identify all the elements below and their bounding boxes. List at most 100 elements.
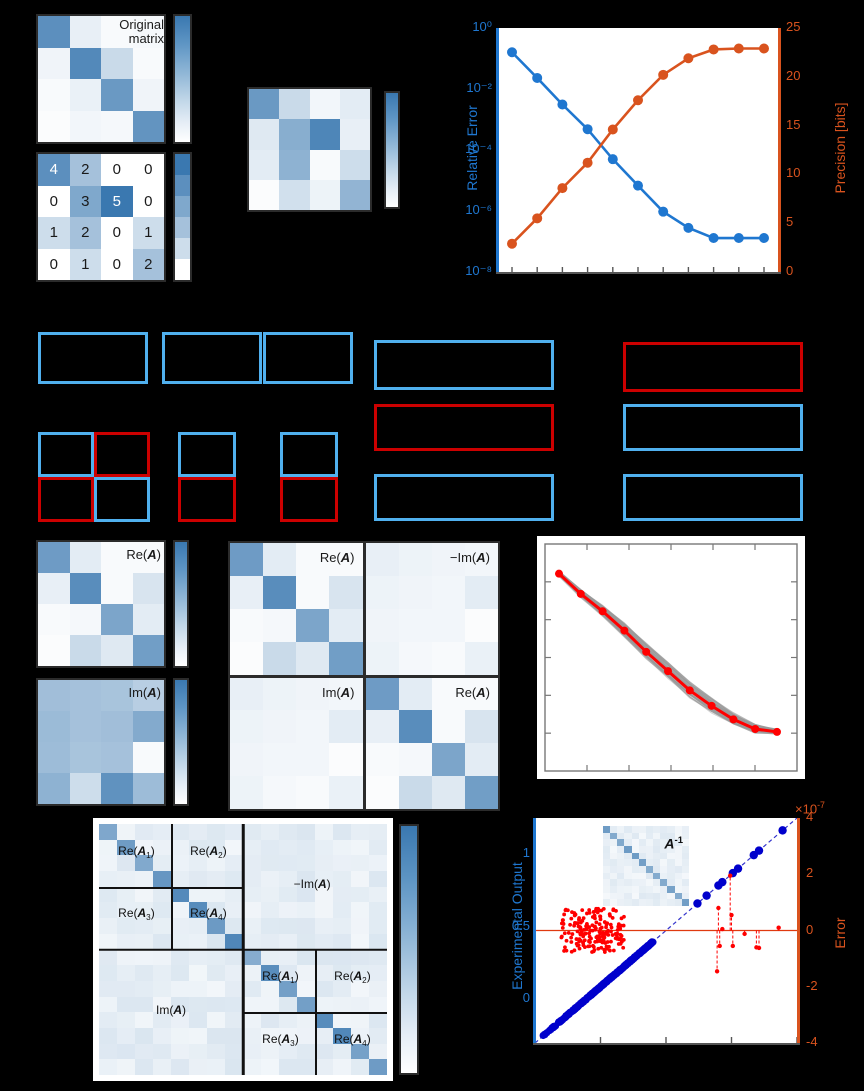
- ainv-cell: [610, 852, 618, 860]
- ainv-cell: [653, 892, 661, 900]
- heatmap-cell: [261, 1012, 279, 1028]
- heatmap-cell: [263, 641, 297, 675]
- ainv-cell: [667, 899, 675, 906]
- heatmap-cell: [99, 1027, 117, 1044]
- heatmap-cell: [230, 641, 264, 675]
- heatmap-cell: [296, 543, 330, 576]
- heatmap-cell: [369, 965, 387, 981]
- heatmap-cell: [333, 1027, 351, 1044]
- heatmap-cell: [261, 902, 279, 919]
- ainv-cell: [610, 826, 618, 833]
- block-4x4-colorbar: [399, 824, 419, 1075]
- label-suffix: ): [150, 843, 155, 858]
- label-sub: 2: [218, 850, 223, 860]
- ainv-cell: [638, 845, 646, 853]
- heatmap-cell: [333, 902, 351, 919]
- label-suffix: ): [222, 843, 227, 858]
- heatmap-cell: [263, 608, 297, 642]
- heatmap-cell: [225, 980, 243, 997]
- label-suffix: ): [150, 906, 155, 921]
- heatmap-cell: [333, 1012, 351, 1028]
- label-prefix: Im(: [156, 1002, 174, 1017]
- ainv-heatmap: [603, 826, 689, 906]
- heatmap-cell: [117, 918, 135, 934]
- label-suffix: ): [294, 1031, 299, 1046]
- heatmap-cell: [99, 933, 117, 950]
- im-a-label: Im(A): [156, 1003, 186, 1017]
- ainv-cell: [653, 879, 661, 886]
- heatmap-cell: [329, 641, 363, 675]
- heatmap-cell: [101, 542, 133, 573]
- heatmap-cell: [369, 1059, 387, 1075]
- heatmap-cell: [464, 641, 498, 675]
- ainv-cell: [603, 845, 611, 853]
- ainv-cell: [624, 839, 632, 846]
- ainv-cell: [638, 865, 646, 873]
- ainv-cell: [681, 845, 689, 853]
- heatmap-cell: [351, 996, 369, 1013]
- heatmap-cell: [69, 542, 101, 573]
- label-var: A: [340, 550, 351, 565]
- heatmap-cell: [351, 980, 369, 997]
- ainv-cell: [645, 885, 654, 893]
- ainv-cell: [631, 832, 639, 840]
- ainv-cell: [631, 872, 639, 880]
- label-prefix: Re(: [262, 1031, 282, 1046]
- colorbar-step: [175, 175, 190, 196]
- ainv-cell: [631, 852, 639, 860]
- heatmap-cell: 1: [132, 217, 164, 249]
- heatmap-cell: [135, 871, 153, 887]
- heatmap-cell: [369, 996, 387, 1013]
- im-label-suffix: ): [156, 685, 161, 700]
- heatmap-cell: [398, 743, 432, 777]
- heatmap-cell: [261, 980, 279, 997]
- ainv-cell: [631, 839, 639, 846]
- heatmap-cell: [329, 543, 363, 576]
- im-label-prefix: Im(: [128, 685, 148, 700]
- heatmap-cell: 2: [69, 154, 101, 186]
- heatmap-cell: [279, 933, 297, 950]
- heatmap-cell: [296, 677, 330, 711]
- scatter-ytick: 1: [522, 845, 530, 861]
- box-a2: [162, 332, 262, 384]
- block-im-a-bl: Im(A): [230, 677, 363, 809]
- block-2x2-grid: Re(A) −Im(A) Im(A) Re(A): [230, 543, 498, 809]
- heatmap-cell: [398, 608, 432, 642]
- heatmap-cell: [69, 110, 101, 142]
- ainv-cell: [674, 865, 682, 873]
- heatmap-cell: [101, 16, 133, 48]
- heatmap-cell: [369, 949, 387, 966]
- ainv-cell: [638, 899, 646, 906]
- heatmap-cell: [365, 641, 399, 675]
- panel-precision-chart: 10⁰ 10⁻² 10⁻⁴ 10⁻⁶ 10⁻⁸ 25 20 15 10 5 0 Relative …: [440, 10, 860, 285]
- heatmap-cell: [153, 965, 171, 981]
- block-sep-v-br: [315, 949, 317, 1075]
- heatmap-cell: [297, 839, 315, 856]
- heatmap-cell: [189, 949, 207, 966]
- heatmap-cell: [351, 933, 369, 950]
- ainv-cell: [653, 852, 661, 860]
- ainv-cell: [617, 845, 625, 853]
- heatmap-cell: [225, 965, 243, 981]
- heatmap-cell: [69, 79, 101, 111]
- ainv-cell: [681, 859, 689, 866]
- im-a-label: Im(A): [128, 686, 161, 700]
- ainv-cell: [610, 872, 618, 880]
- heatmap-cell: [249, 179, 280, 210]
- scatter-y2-exponent: ×10-7: [795, 800, 825, 816]
- heatmap-cell: [171, 1059, 189, 1075]
- heatmap-cell: [207, 902, 225, 919]
- ainv-cell: [667, 865, 675, 873]
- heatmap-cell: [225, 1012, 243, 1028]
- heatmap-cell: [225, 949, 243, 966]
- heatmap-cell: [309, 89, 340, 120]
- box-b3-t: [280, 432, 338, 477]
- heatmap-cell: 0: [101, 217, 133, 249]
- ainv-cell: [638, 859, 646, 866]
- heatmap-cell: [101, 680, 133, 711]
- ainv-cell: [674, 892, 682, 900]
- scatter-bottom-spine: [533, 1043, 800, 1045]
- heatmap-cell: [225, 824, 243, 840]
- precision-y2tick: 10: [786, 165, 801, 181]
- heatmap-cell: [243, 1012, 261, 1028]
